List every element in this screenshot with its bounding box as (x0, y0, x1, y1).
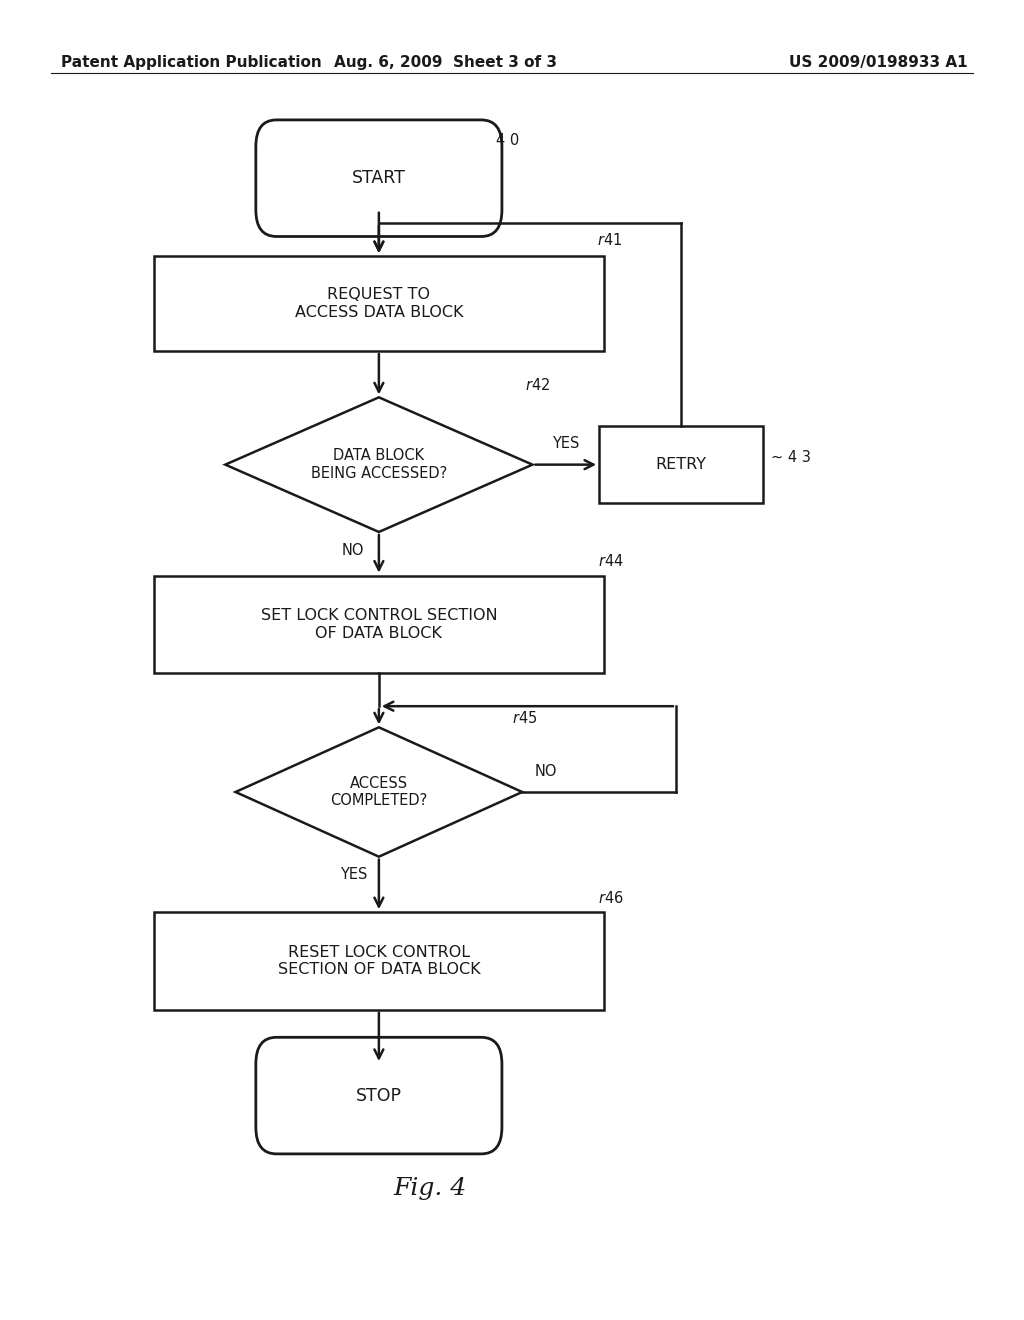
Text: YES: YES (340, 867, 367, 882)
Bar (599, 426, 763, 503)
Text: $\mathsf{\mathit{r}}$46: $\mathsf{\mathit{r}}$46 (598, 890, 624, 906)
Text: RESET LOCK CONTROL
SECTION OF DATA BLOCK: RESET LOCK CONTROL SECTION OF DATA BLOCK (278, 945, 480, 977)
Text: STOP: STOP (356, 1086, 401, 1105)
Text: NO: NO (342, 543, 365, 557)
Text: Patent Application Publication: Patent Application Publication (61, 55, 323, 70)
Text: DATA BLOCK
BEING ACCESSED?: DATA BLOCK BEING ACCESSED? (310, 449, 447, 480)
Text: $\mathsf{\mathit{r}}$45: $\mathsf{\mathit{r}}$45 (512, 710, 538, 726)
FancyBboxPatch shape (256, 120, 502, 236)
Text: SET LOCK CONTROL SECTION
OF DATA BLOCK: SET LOCK CONTROL SECTION OF DATA BLOCK (260, 609, 498, 640)
Text: 4 0: 4 0 (496, 133, 519, 148)
Text: $\mathsf{\mathit{r}}$41: $\mathsf{\mathit{r}}$41 (597, 232, 623, 248)
Text: ACCESS
COMPLETED?: ACCESS COMPLETED? (331, 776, 427, 808)
Text: NO: NO (535, 764, 557, 779)
Text: Aug. 6, 2009  Sheet 3 of 3: Aug. 6, 2009 Sheet 3 of 3 (334, 55, 557, 70)
Text: START: START (352, 169, 406, 187)
Polygon shape (236, 727, 522, 857)
Text: Fig. 4: Fig. 4 (393, 1176, 467, 1200)
Text: $\mathsf{\mathit{r}}$44: $\mathsf{\mathit{r}}$44 (598, 553, 624, 569)
Polygon shape (225, 397, 532, 532)
Text: US 2009/0198933 A1: US 2009/0198933 A1 (790, 55, 968, 70)
Text: ~ 4 3: ~ 4 3 (771, 450, 811, 465)
Text: REQUEST TO
ACCESS DATA BLOCK: REQUEST TO ACCESS DATA BLOCK (295, 288, 463, 319)
Bar (154, 912, 604, 1010)
Bar (154, 256, 604, 351)
Text: $\mathsf{\mathit{\mathcal{}}}$: $\mathsf{\mathit{\mathcal{}}}$ (490, 133, 493, 148)
Bar (154, 576, 604, 673)
FancyBboxPatch shape (256, 1038, 502, 1154)
Text: $\mathsf{\mathit{r}}$42: $\mathsf{\mathit{r}}$42 (525, 378, 551, 393)
Text: RETRY: RETRY (655, 457, 707, 473)
Text: YES: YES (552, 437, 580, 451)
